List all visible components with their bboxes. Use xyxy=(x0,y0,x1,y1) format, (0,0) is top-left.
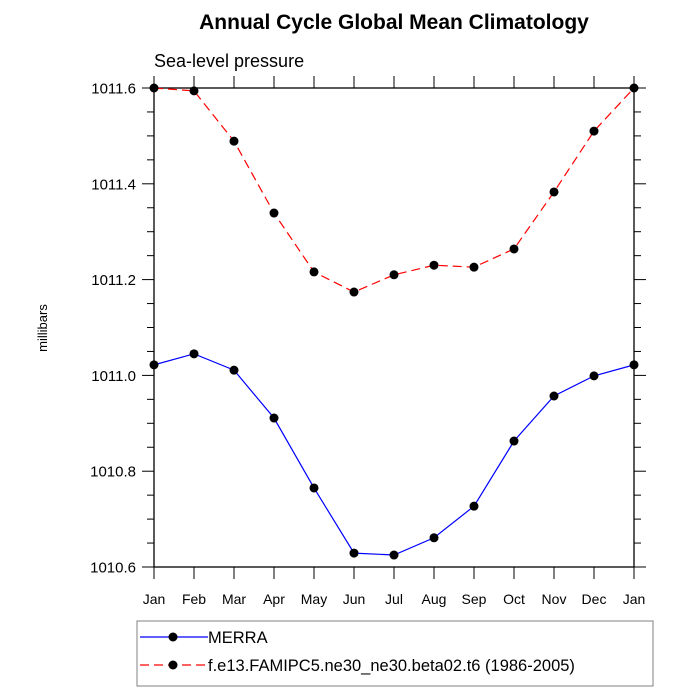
plot-frame xyxy=(153,87,635,568)
data-point xyxy=(309,267,319,277)
data-point xyxy=(269,413,279,423)
data-point xyxy=(389,270,399,280)
data-point xyxy=(509,436,519,446)
data-point xyxy=(589,371,599,381)
series-line xyxy=(153,353,635,556)
legend-label: MERRA xyxy=(208,629,268,647)
data-point xyxy=(349,548,359,558)
data-point xyxy=(549,391,559,401)
data-point xyxy=(149,83,159,93)
data-point xyxy=(469,262,479,272)
x-tick-label: Oct xyxy=(503,591,525,607)
series-merra xyxy=(149,349,639,560)
x-tick-label: Sep xyxy=(462,591,487,607)
data-point xyxy=(429,533,439,543)
x-tick-label: Jun xyxy=(343,591,366,607)
legend-entry: f.e13.FAMIPC5.ne30_ne30.beta02.t6 (1986-… xyxy=(140,657,575,675)
data-point xyxy=(469,501,479,511)
data-point xyxy=(509,244,519,254)
legend-marker xyxy=(168,632,178,642)
y-axis-ticks: 1010.6 1010.8 1011.0 1011.2 1011.4 1011.6 xyxy=(90,81,646,577)
y-tick-label: 1011.6 xyxy=(91,81,136,98)
series-model xyxy=(149,83,639,297)
data-point xyxy=(189,86,199,96)
data-point xyxy=(229,365,239,375)
legend-entry: MERRA xyxy=(140,629,268,647)
data-point xyxy=(189,349,199,359)
legend: MERRA f.e13.FAMIPC5.ne30_ne30.beta02.t6 (… xyxy=(136,620,654,687)
data-point xyxy=(349,287,359,297)
data-point xyxy=(149,360,159,370)
data-point xyxy=(429,260,439,270)
data-point xyxy=(629,360,639,370)
x-tick-label: Dec xyxy=(582,591,607,607)
data-point xyxy=(269,208,279,218)
x-tick-label: Jul xyxy=(385,591,403,607)
x-tick-label: May xyxy=(301,591,327,607)
x-tick-label: Jan xyxy=(143,591,166,607)
series-layer xyxy=(149,83,639,560)
x-tick-label: Nov xyxy=(542,591,567,607)
data-point xyxy=(549,187,559,197)
y-tick-label: 1010.6 xyxy=(90,560,136,577)
x-axis-ticks: Jan Feb Mar Apr May Jun Jul Aug Sep Oct Nov Dec Jan xyxy=(143,76,646,607)
legend-label: f.e13.FAMIPC5.ne30_ne30.beta02.t6 (1986-… xyxy=(208,657,575,675)
chart-subtitle: Sea-level pressure xyxy=(154,51,304,71)
y-tick-label: 1011.4 xyxy=(91,176,136,193)
x-tick-label: Mar xyxy=(222,591,246,607)
x-tick-label: Jan xyxy=(623,591,646,607)
legend-box xyxy=(136,620,654,687)
data-point xyxy=(589,126,599,136)
chart-title: Annual Cycle Global Mean Climatology xyxy=(199,11,589,34)
data-point xyxy=(309,483,319,493)
legend-marker xyxy=(168,660,178,670)
y-tick-label: 1011.0 xyxy=(91,368,136,385)
x-tick-label: Apr xyxy=(263,591,285,607)
series-line xyxy=(153,87,635,293)
x-tick-label: Feb xyxy=(182,591,206,607)
y-tick-label: 1011.2 xyxy=(91,272,136,289)
data-point xyxy=(389,550,399,560)
data-point xyxy=(629,83,639,93)
y-tick-label: 1010.8 xyxy=(90,464,136,481)
data-point xyxy=(229,136,239,146)
plot-border xyxy=(153,87,635,568)
y-axis-label: millibars xyxy=(35,304,50,352)
x-tick-label: Aug xyxy=(422,591,447,607)
